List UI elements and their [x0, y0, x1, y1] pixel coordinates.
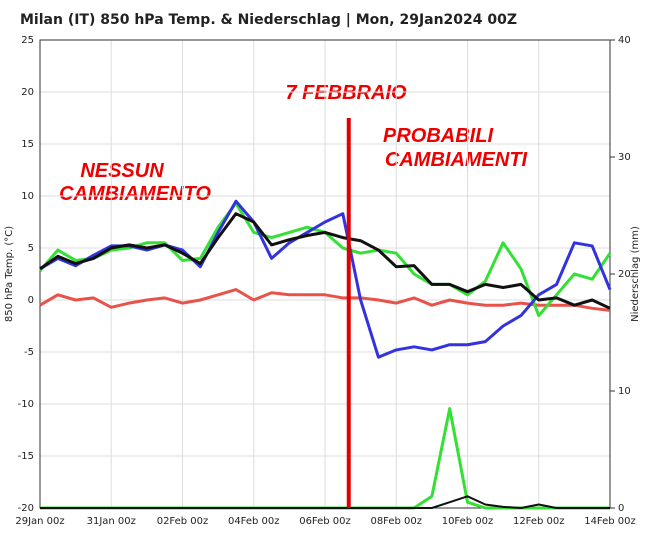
annotation: NESSUN: [80, 160, 164, 182]
x-tick-label: 31Jan 00z: [87, 516, 136, 527]
y-tick-label: -20: [18, 503, 34, 514]
x-tick-label: 29Jan 00z: [15, 516, 64, 527]
x-tick-label: 14Feb 00z: [584, 516, 636, 527]
y-tick-label: 0: [28, 295, 34, 306]
x-tick-label: 06Feb 00z: [299, 516, 351, 527]
x-tick-label: 12Feb 00z: [513, 516, 565, 527]
series-line: [40, 495, 610, 509]
annotation: PROBABILI: [383, 125, 493, 147]
x-tick-label: 04Feb 00z: [228, 516, 280, 527]
y-tick-label: 10: [21, 191, 34, 202]
y2-tick-label: 0: [618, 503, 624, 514]
x-tick-label: 10Feb 00z: [442, 516, 494, 527]
x-tick-label: 08Feb 00z: [370, 516, 422, 527]
y-tick-label: -10: [18, 399, 34, 410]
x-tick-label: 02Feb 00z: [157, 516, 209, 527]
y-tick-label: -15: [18, 451, 34, 462]
series-line: [39, 212, 611, 310]
chart-title: Milan (IT) 850 hPa Temp. & Niederschlag …: [20, 12, 517, 28]
y-axis-label: 850 hPa Temp. (°C): [4, 226, 15, 322]
y-tick-label: -5: [24, 347, 34, 358]
annotation: CAMBIAMENTI: [385, 149, 528, 171]
y-tick-label: 5: [28, 243, 34, 254]
y2-axis-label: Niederschlag (mm): [630, 226, 641, 322]
y2-tick-label: 20: [618, 269, 631, 280]
y-tick-label: 15: [21, 139, 34, 150]
y2-tick-label: 10: [618, 386, 631, 397]
y-tick-label: 25: [21, 35, 34, 46]
annotation: CAMBIAMENTO: [59, 183, 211, 205]
y2-tick-label: 30: [618, 152, 631, 163]
series-line: [39, 288, 611, 312]
annotation: 7 FEBBRAIO: [285, 82, 407, 104]
y2-tick-label: 40: [618, 35, 631, 46]
y-tick-label: 20: [21, 87, 34, 98]
